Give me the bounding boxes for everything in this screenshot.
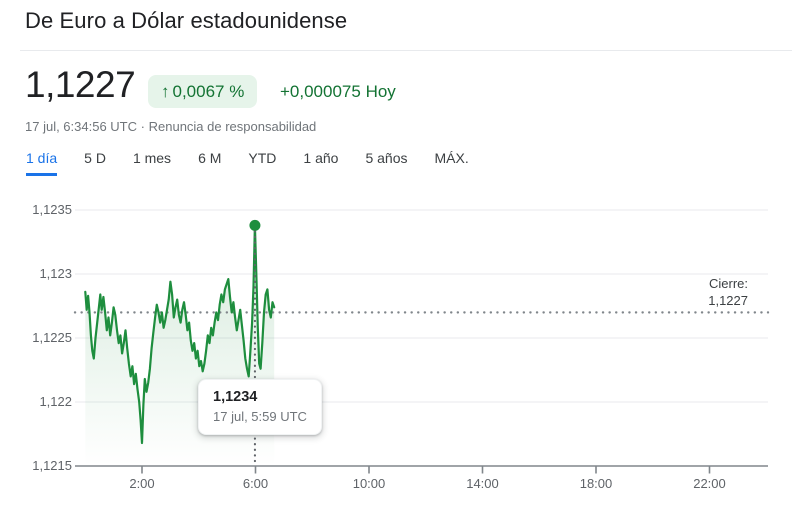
tooltip-price: 1,1234 xyxy=(213,389,258,405)
tab-1-dia[interactable]: 1 día xyxy=(26,150,58,176)
tab-6-m[interactable]: 6 M xyxy=(198,150,222,166)
quote-meta: 17 jul, 6:34:56 UTC · Renuncia de respon… xyxy=(25,119,316,134)
price-line-series xyxy=(84,224,276,445)
tab-5-anos[interactable]: 5 años xyxy=(365,150,408,166)
y-tick-label: 1,123 xyxy=(39,266,72,281)
tab-max[interactable]: MÁX. xyxy=(434,150,469,166)
y-tick-label: 1,122 xyxy=(39,394,72,409)
x-tick-label: 6:00 xyxy=(242,476,269,491)
close-label-title: Cierre: xyxy=(708,276,748,291)
y-tick-label: 1,1225 xyxy=(32,330,72,345)
header-divider xyxy=(20,50,792,51)
disclaimer-link[interactable]: Renuncia de responsabilidad xyxy=(148,119,317,134)
tab-1-ano[interactable]: 1 año xyxy=(303,150,339,166)
y-tick-label: 1,1215 xyxy=(32,458,72,473)
tab-5-d[interactable]: 5 D xyxy=(84,150,106,166)
hover-marker-dot xyxy=(249,219,261,231)
y-tick-label: 1,1235 xyxy=(32,202,72,217)
current-price: 1,1227 xyxy=(25,64,136,105)
dot-separator: · xyxy=(140,119,145,134)
quote-timestamp: 17 jul, 6:34:56 UTC xyxy=(25,119,138,134)
range-tabs: 1 día 5 D 1 mes 6 M YTD 1 año 5 años MÁX. xyxy=(26,150,469,176)
tab-ytd[interactable]: YTD xyxy=(248,150,277,166)
up-arrow-icon: ↑ xyxy=(161,81,170,101)
x-tick-label: 2:00 xyxy=(129,476,155,491)
tab-1-mes[interactable]: 1 mes xyxy=(132,150,172,166)
change-absolute: +0,000075 Hoy xyxy=(280,82,396,102)
tooltip-time: 17 jul, 5:59 UTC xyxy=(213,409,307,424)
chart-tooltip: 1,1234 17 jul, 5:59 UTC xyxy=(198,379,322,435)
previous-close-label: Cierre: 1,1227 xyxy=(708,275,748,309)
close-label-value: 1,1227 xyxy=(708,293,748,308)
change-period: Hoy xyxy=(365,82,396,101)
x-tick-label: 22:00 xyxy=(693,476,726,491)
x-tick-label: 14:00 xyxy=(466,476,499,491)
x-tick-label: 18:00 xyxy=(579,476,613,491)
change-percent-badge: ↑ 0,0067 % xyxy=(148,75,258,108)
change-absolute-value: +0,000075 xyxy=(280,82,361,101)
page-title: De Euro a Dólar estadounidense xyxy=(25,8,348,33)
x-tick-label: 10:00 xyxy=(352,476,386,491)
change-percent-value: 0,0067 % xyxy=(172,81,245,101)
